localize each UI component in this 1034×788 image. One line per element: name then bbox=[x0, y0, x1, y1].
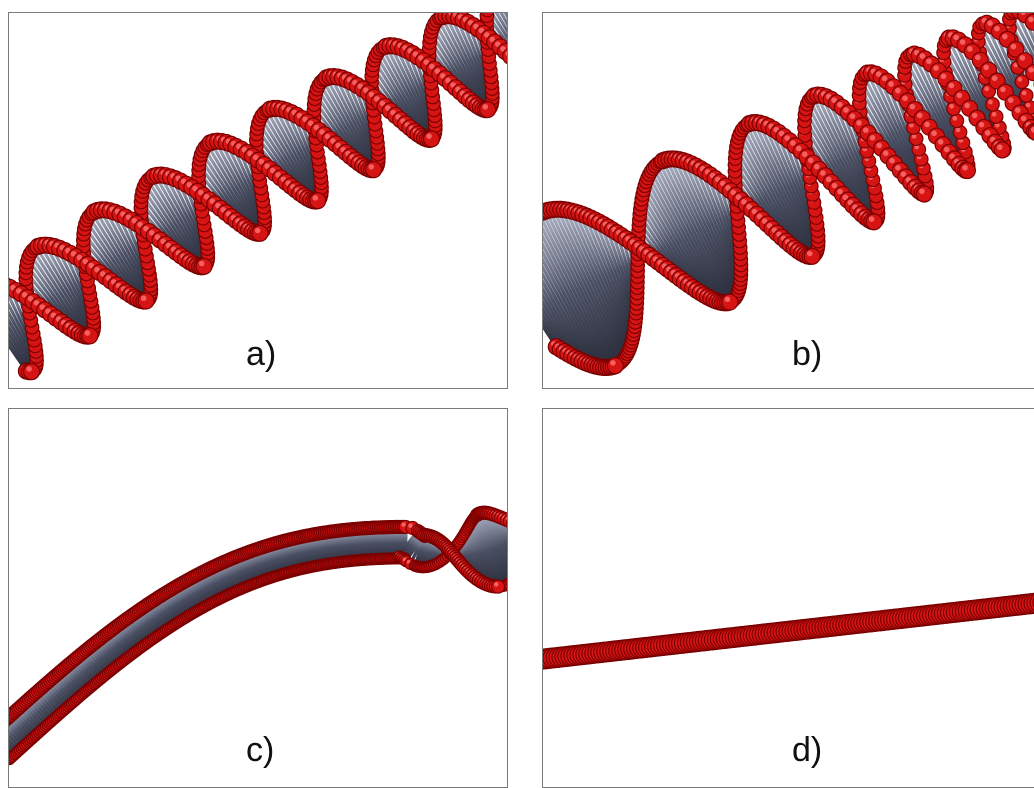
dna-helix-image bbox=[9, 13, 507, 388]
panel-label: d) bbox=[792, 731, 822, 770]
panel-b: b) bbox=[542, 12, 1034, 389]
panel-a: a) bbox=[8, 12, 508, 389]
dna-helix-image bbox=[543, 13, 1034, 388]
dna-helix-image bbox=[543, 409, 1034, 787]
panel-label: b) bbox=[792, 335, 822, 374]
panel-label: c) bbox=[246, 731, 274, 770]
panel-label: a) bbox=[246, 335, 276, 374]
helix-rungs bbox=[543, 13, 1034, 367]
panel-c: c) bbox=[8, 408, 508, 788]
panel-d: d) bbox=[542, 408, 1034, 788]
